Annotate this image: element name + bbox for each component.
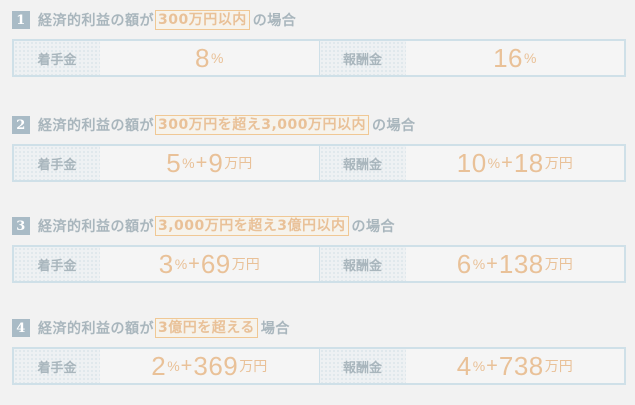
- chakushu-value: 5% +9 万円: [100, 146, 319, 180]
- hoshu-percent: 4: [456, 350, 472, 381]
- chakushu-amount-unit: 万円: [224, 155, 253, 171]
- chakushu-plus: +: [188, 252, 200, 275]
- hoshu-plus: +: [501, 151, 513, 174]
- chakushu-plus: +: [180, 354, 193, 377]
- hoshu-amount-unit: 万円: [544, 358, 573, 374]
- chakushu-amount: 9: [208, 147, 224, 178]
- heading-prefix: 経済的利益の額が: [38, 321, 154, 337]
- hoshu-value: 10% +18 万円: [406, 146, 625, 180]
- heading-highlight: 3,000万円を超え3億円以内: [155, 216, 349, 236]
- hoshu-amount: 738: [498, 350, 544, 381]
- hoshu-cell: 報酬金 16%: [318, 41, 625, 75]
- chakushu-label: 着手金: [14, 41, 100, 75]
- heading-highlight: 300万円を超え3,000万円以内: [155, 115, 370, 135]
- chakushu-plus: +: [195, 151, 208, 174]
- chakushu-cell: 着手金 3% +69 万円: [14, 247, 319, 281]
- heading-suffix: 場合: [260, 321, 290, 337]
- section-number-badge: 1: [12, 11, 30, 29]
- hoshu-value: 6% +138 万円: [406, 247, 625, 281]
- chakushu-label: 着手金: [14, 146, 100, 180]
- hoshu-cell: 報酬金 6% +138 万円: [318, 247, 625, 281]
- hoshu-label: 報酬金: [319, 41, 406, 75]
- heading-prefix: 経済的利益の額が: [38, 13, 154, 29]
- chakushu-value: 8%: [100, 41, 319, 75]
- hoshu-amount: 138: [498, 248, 544, 279]
- fee-section-4: 4 経済的利益の額が 3億円を超える 場合 着手金 2% +369 万円 報酬金 4…: [12, 317, 626, 385]
- hoshu-percent: 16: [493, 42, 523, 73]
- fee-row: 着手金 5% +9 万円 報酬金 10% +18 万円: [12, 144, 626, 182]
- chakushu-amount: 69: [200, 248, 231, 279]
- fee-section-2: 2 経済的利益の額が 300万円を超え3,000万円以内 の場合 着手金 5% +…: [12, 114, 626, 182]
- hoshu-percent-unit: %: [523, 50, 537, 66]
- chakushu-value: 2% +369 万円: [100, 349, 319, 383]
- hoshu-amount: 18: [513, 147, 544, 178]
- chakushu-value: 3% +69 万円: [100, 247, 319, 281]
- hoshu-cell: 報酬金 4% +738 万円: [318, 349, 625, 383]
- chakushu-cell: 着手金 8%: [14, 41, 319, 75]
- chakushu-percent: 3: [158, 248, 174, 279]
- chakushu-percent-unit: %: [182, 155, 195, 171]
- chakushu-cell: 着手金 5% +9 万円: [14, 146, 319, 180]
- hoshu-plus: +: [486, 354, 498, 377]
- hoshu-cell: 報酬金 10% +18 万円: [318, 146, 625, 180]
- section-number-badge: 3: [12, 217, 30, 235]
- chakushu-percent: 5: [166, 147, 182, 178]
- hoshu-label: 報酬金: [319, 247, 406, 281]
- hoshu-percent-unit: %: [472, 358, 486, 374]
- chakushu-percent: 2: [151, 350, 167, 381]
- heading-suffix: の場合: [372, 118, 416, 134]
- chakushu-label: 着手金: [14, 247, 100, 281]
- section-number-badge: 4: [12, 319, 30, 337]
- chakushu-amount: 369: [193, 350, 239, 381]
- hoshu-percent: 10: [456, 147, 487, 178]
- section-heading: 1 経済的利益の額が 300万円以内 の場合: [12, 9, 626, 31]
- chakushu-amount-unit: 万円: [231, 256, 260, 272]
- hoshu-amount-unit: 万円: [544, 256, 573, 272]
- heading-highlight: 300万円以内: [155, 10, 250, 30]
- heading-prefix: 経済的利益の額が: [38, 219, 154, 235]
- heading-suffix: の場合: [351, 219, 396, 235]
- heading-prefix: 経済的利益の額が: [38, 118, 154, 134]
- chakushu-percent: 8: [195, 42, 210, 73]
- hoshu-percent: 6: [456, 248, 472, 279]
- chakushu-amount-unit: 万円: [239, 358, 268, 374]
- chakushu-percent-unit: %: [174, 256, 188, 272]
- hoshu-value: 4% +738 万円: [406, 349, 625, 383]
- fee-section-1: 1 経済的利益の額が 300万円以内 の場合 着手金 8% 報酬金 16%: [12, 9, 626, 77]
- hoshu-percent-unit: %: [487, 155, 501, 171]
- hoshu-label: 報酬金: [319, 146, 406, 180]
- hoshu-percent-unit: %: [472, 256, 486, 272]
- hoshu-label: 報酬金: [319, 349, 406, 383]
- chakushu-percent-unit: %: [167, 358, 180, 374]
- fee-row: 着手金 2% +369 万円 報酬金 4% +738 万円: [12, 347, 626, 385]
- section-heading: 2 経済的利益の額が 300万円を超え3,000万円以内 の場合: [12, 114, 626, 136]
- chakushu-percent-unit: %: [211, 50, 224, 66]
- fee-section-3: 3 経済的利益の額が 3,000万円を超え3億円以内 の場合 着手金 3% +69…: [12, 215, 626, 283]
- section-number-badge: 2: [12, 116, 30, 134]
- hoshu-plus: +: [486, 252, 498, 275]
- fee-row: 着手金 8% 報酬金 16%: [12, 39, 626, 77]
- chakushu-label: 着手金: [14, 349, 100, 383]
- section-heading: 3 経済的利益の額が 3,000万円を超え3億円以内 の場合: [12, 215, 626, 237]
- hoshu-value: 16%: [406, 41, 625, 75]
- fee-row: 着手金 3% +69 万円 報酬金 6% +138 万円: [12, 245, 626, 283]
- heading-suffix: の場合: [252, 13, 297, 29]
- heading-highlight: 3億円を超える: [155, 318, 258, 338]
- section-heading: 4 経済的利益の額が 3億円を超える 場合: [12, 317, 626, 339]
- hoshu-amount-unit: 万円: [544, 155, 573, 171]
- chakushu-cell: 着手金 2% +369 万円: [14, 349, 319, 383]
